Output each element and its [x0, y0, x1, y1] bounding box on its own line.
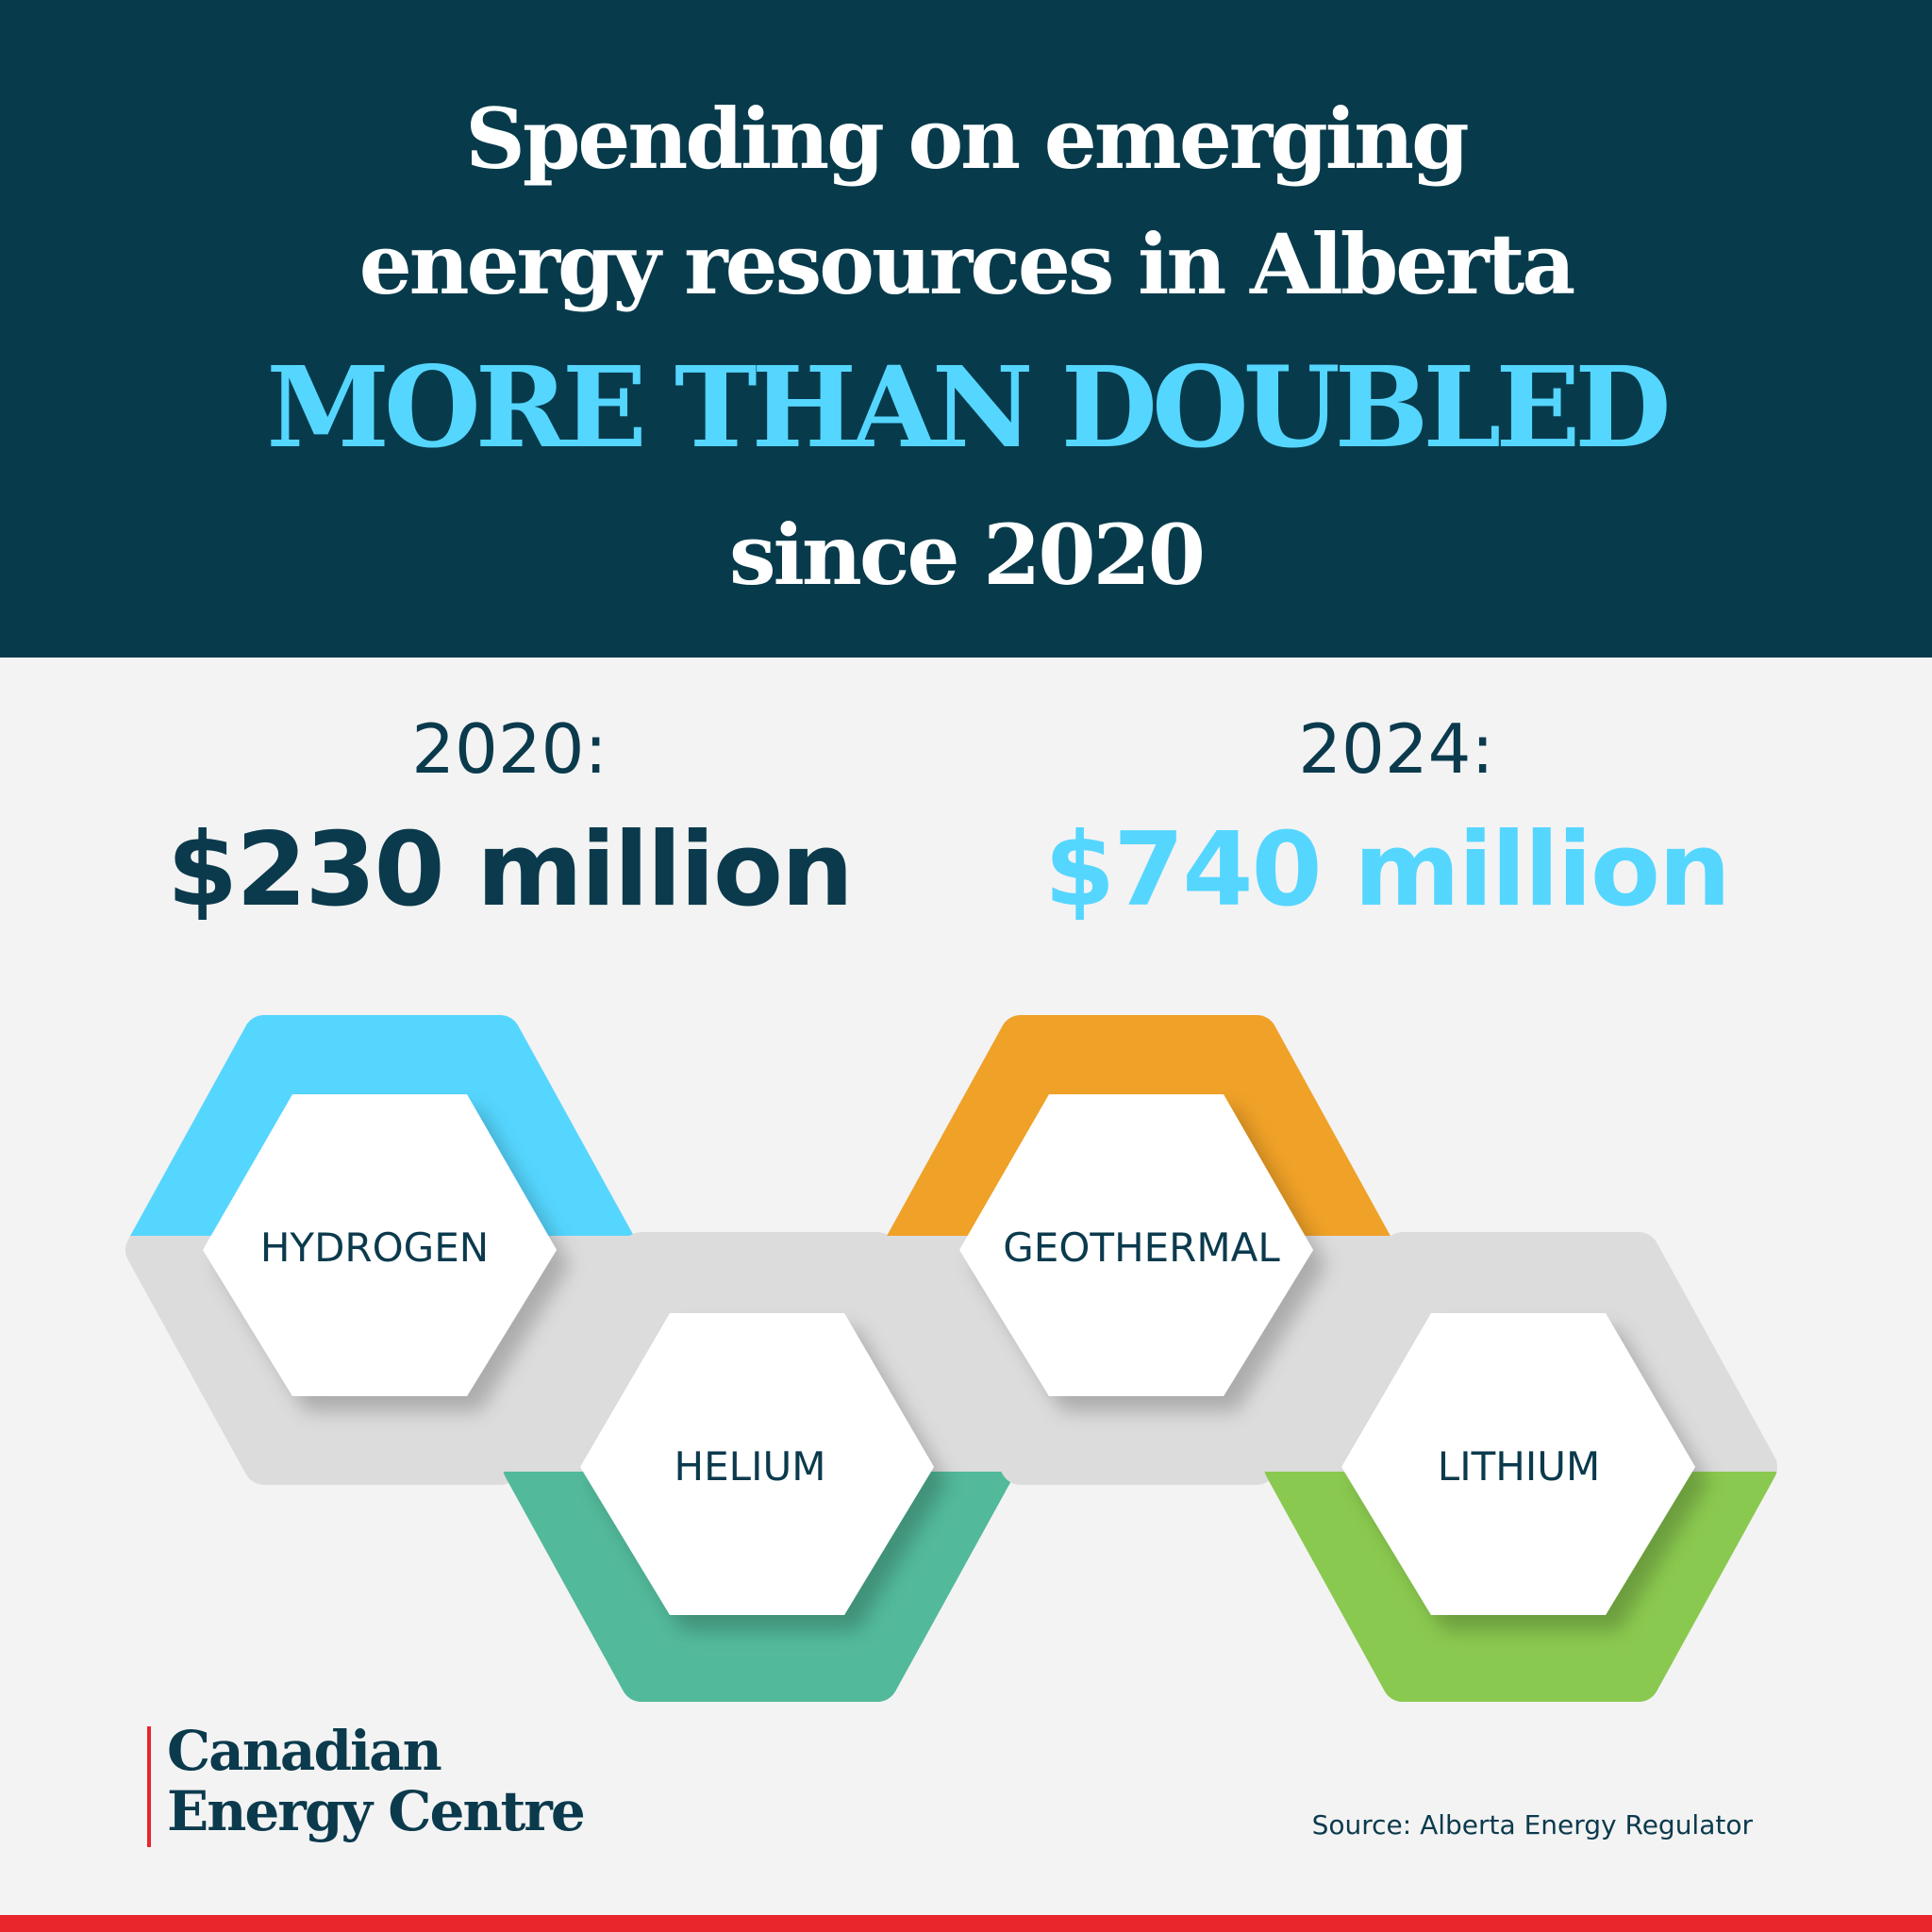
header-banner: Spending on emerging energy resources in… — [0, 0, 1932, 658]
lithium-label: LITHIUM — [1437, 1443, 1601, 1490]
helium-hexagon — [503, 1232, 1016, 1702]
headline-line-2: energy resources in Alberta — [358, 215, 1576, 313]
helium-label: HELIUM — [674, 1443, 826, 1490]
headline-line-4: since 2020 — [728, 506, 1206, 604]
year-2024-label: 2024: — [1298, 709, 1494, 789]
geothermal-hexagon — [882, 1015, 1395, 1485]
source-note: Source: Alberta Energy Regulator — [1311, 1809, 1753, 1840]
logo-accent-bar — [147, 1726, 151, 1847]
headline-line-1: Spending on emerging — [465, 90, 1469, 188]
logo-line-1: Canadian — [167, 1719, 442, 1783]
year-2020-label: 2020: — [411, 709, 608, 789]
hydrogen-label: HYDROGEN — [259, 1224, 490, 1271]
geothermal-label: GEOTHERMAL — [1003, 1224, 1280, 1271]
amount-2024: $740 million — [1044, 811, 1731, 929]
logo-line-2: Energy Centre — [167, 1779, 586, 1843]
bottom-accent-bar — [0, 1915, 1932, 1932]
hydrogen-hexagon — [125, 1015, 639, 1485]
amount-2020: $230 million — [167, 811, 854, 929]
lithium-hexagon — [1264, 1232, 1777, 1702]
headline-highlight: MORE THAN DOUBLED — [266, 341, 1671, 473]
